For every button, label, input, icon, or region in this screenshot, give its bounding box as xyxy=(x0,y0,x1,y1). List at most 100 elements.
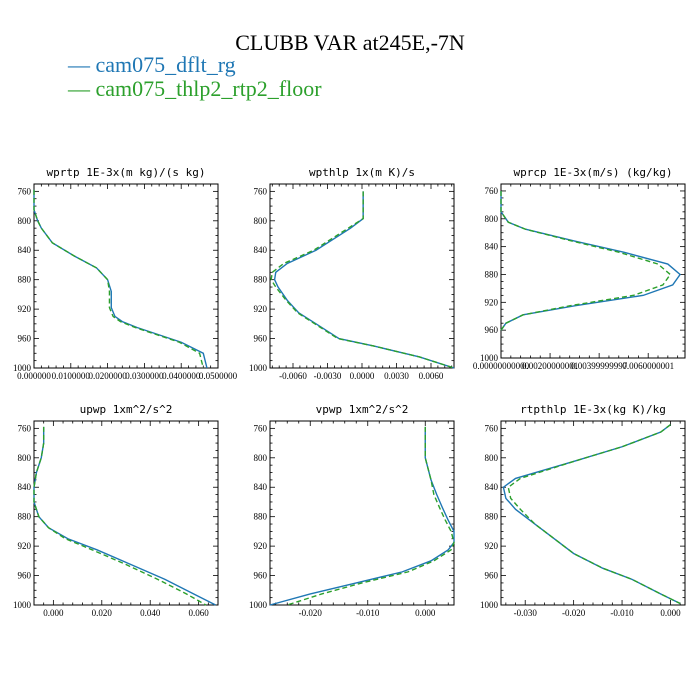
x-tick-label: -0.030 xyxy=(514,608,538,618)
panel-title: wprcp 1E-3x(m/s) (kg/kg) xyxy=(514,166,673,179)
y-tick-label: 760 xyxy=(485,186,499,196)
y-tick-label: 760 xyxy=(18,186,32,196)
series-line-2 xyxy=(33,426,207,606)
y-tick-label: 960 xyxy=(485,325,499,335)
x-tick-label: 0.020 xyxy=(92,608,113,618)
plot-frame xyxy=(33,183,219,369)
series-line-2 xyxy=(507,424,681,605)
y-tick-label: 800 xyxy=(18,216,32,226)
panel-3: wprcp 1E-3x(m/s) (kg/kg) 760 800 840 880 920 9… xyxy=(473,166,686,371)
y-tick-label: 760 xyxy=(485,423,499,433)
series-line-1 xyxy=(33,189,208,369)
y-tick-label: 840 xyxy=(254,482,268,492)
plot-frame xyxy=(33,420,219,606)
series-line-1 xyxy=(269,426,455,606)
legend-label-dflt: cam075_dflt_rg xyxy=(95,52,236,77)
x-tick-label: 0.0060000001 xyxy=(622,361,674,371)
x-tick-label: 0.0030 xyxy=(384,371,409,381)
x-tick-label: 0.0100000 xyxy=(52,371,91,381)
panel-title: vpwp 1xm^2/s^2 xyxy=(316,403,409,416)
y-tick-label: 760 xyxy=(254,423,268,433)
y-tick-label: 960 xyxy=(18,334,32,344)
y-tick-label: 960 xyxy=(254,571,268,581)
y-tick-label: 1000 xyxy=(13,600,32,610)
panel-6: rtpthlp 1E-3x(kg K)/kg 760 800 840 880 920 960… xyxy=(480,403,686,618)
y-tick-label: 840 xyxy=(18,482,32,492)
x-tick-label: 0.000000 xyxy=(17,371,51,381)
y-tick-label: 960 xyxy=(485,571,499,581)
x-tick-label: 0.000 xyxy=(43,608,64,618)
series-line-2 xyxy=(287,426,455,606)
y-tick-label: 960 xyxy=(18,571,32,581)
y-tick-label: 840 xyxy=(254,245,268,255)
x-tick-label: 0.000 xyxy=(415,608,436,618)
y-tick-label: 1000 xyxy=(13,363,32,373)
x-tick-label: 0.060 xyxy=(189,608,210,618)
series-line-1 xyxy=(33,426,216,606)
y-tick-label: 800 xyxy=(18,453,32,463)
chart-title: CLUBB VAR at245E,-7N xyxy=(235,30,465,55)
y-tick-label: 840 xyxy=(485,242,499,252)
y-tick-label: 840 xyxy=(18,245,32,255)
x-tick-label: 0.000 xyxy=(660,608,681,618)
y-tick-label: 1000 xyxy=(480,353,499,363)
x-tick-label: 0.040 xyxy=(140,608,161,618)
y-tick-label: 880 xyxy=(485,269,499,279)
x-tick-label: 0.0500000 xyxy=(199,371,238,381)
y-tick-label: 960 xyxy=(254,334,268,344)
y-tick-label: 760 xyxy=(254,186,268,196)
y-tick-label: 1000 xyxy=(249,363,268,373)
y-tick-label: 1000 xyxy=(249,600,268,610)
series-line-1 xyxy=(502,424,681,605)
y-tick-label: 800 xyxy=(254,216,268,226)
x-tick-label: 0.0400000 xyxy=(162,371,201,381)
series-line-2 xyxy=(270,191,455,369)
panel-title: upwp 1xm^2/s^2 xyxy=(80,403,173,416)
x-tick-label: 0.0200000 xyxy=(88,371,127,381)
plot-frame xyxy=(269,420,455,606)
legend-swatch-floor: — xyxy=(68,76,96,101)
x-tick-label: -0.010 xyxy=(356,608,380,618)
x-tick-label: 0.0060 xyxy=(419,371,444,381)
plot-frame xyxy=(500,183,686,359)
y-tick-label: 920 xyxy=(485,541,499,551)
x-tick-label: -0.0060 xyxy=(279,371,307,381)
y-tick-label: 920 xyxy=(254,304,268,314)
plot-frame xyxy=(500,420,686,606)
y-tick-label: 760 xyxy=(18,423,32,433)
series-line-1 xyxy=(500,190,682,331)
panel-title: rtpthlp 1E-3x(kg K)/kg xyxy=(520,403,666,416)
y-tick-label: 880 xyxy=(254,512,268,522)
legend-label-floor: cam075_thlp2_rtp2_floor xyxy=(95,76,322,101)
series-line-1 xyxy=(273,191,455,369)
y-tick-label: 880 xyxy=(485,512,499,522)
y-tick-label: 800 xyxy=(254,453,268,463)
legend-entry-floor: — cam075_thlp2_rtp2_floor xyxy=(68,76,322,102)
y-tick-label: 920 xyxy=(18,541,32,551)
x-tick-label: 0.00200000001 xyxy=(522,361,578,371)
series-line-2 xyxy=(500,190,672,331)
x-tick-label: -0.0030 xyxy=(314,371,342,381)
panel-title: wpthlp 1x(m K)/s xyxy=(309,166,415,179)
y-tick-label: 800 xyxy=(485,453,499,463)
legend-swatch-dflt: — xyxy=(68,52,96,77)
y-tick-label: 840 xyxy=(485,482,499,492)
panel-title: wprtp 1E-3x(m kg)/(s kg) xyxy=(47,166,206,179)
plot-frame xyxy=(269,183,455,369)
y-tick-label: 880 xyxy=(254,275,268,285)
y-tick-label: 1000 xyxy=(480,600,499,610)
panel-5: vpwp 1xm^2/s^2 760 800 840 880 920 960 1000 -0.0… xyxy=(249,403,455,618)
y-tick-label: 920 xyxy=(485,297,499,307)
x-tick-label: 0.0000 xyxy=(350,371,375,381)
panel-1: wprtp 1E-3x(m kg)/(s kg) 760 800 840 880 920 9… xyxy=(13,166,238,381)
panel-2: wpthlp 1x(m K)/s 760 800 840 880 920 960 1000 -0… xyxy=(249,166,455,381)
x-tick-label: 0.00399999997 xyxy=(571,361,628,371)
y-tick-label: 880 xyxy=(18,512,32,522)
series-line-2 xyxy=(33,189,204,369)
x-tick-label: -0.020 xyxy=(299,608,323,618)
x-tick-label: -0.020 xyxy=(562,608,586,618)
x-tick-label: 0.0300000 xyxy=(125,371,164,381)
y-tick-label: 920 xyxy=(18,304,32,314)
y-tick-label: 800 xyxy=(485,214,499,224)
